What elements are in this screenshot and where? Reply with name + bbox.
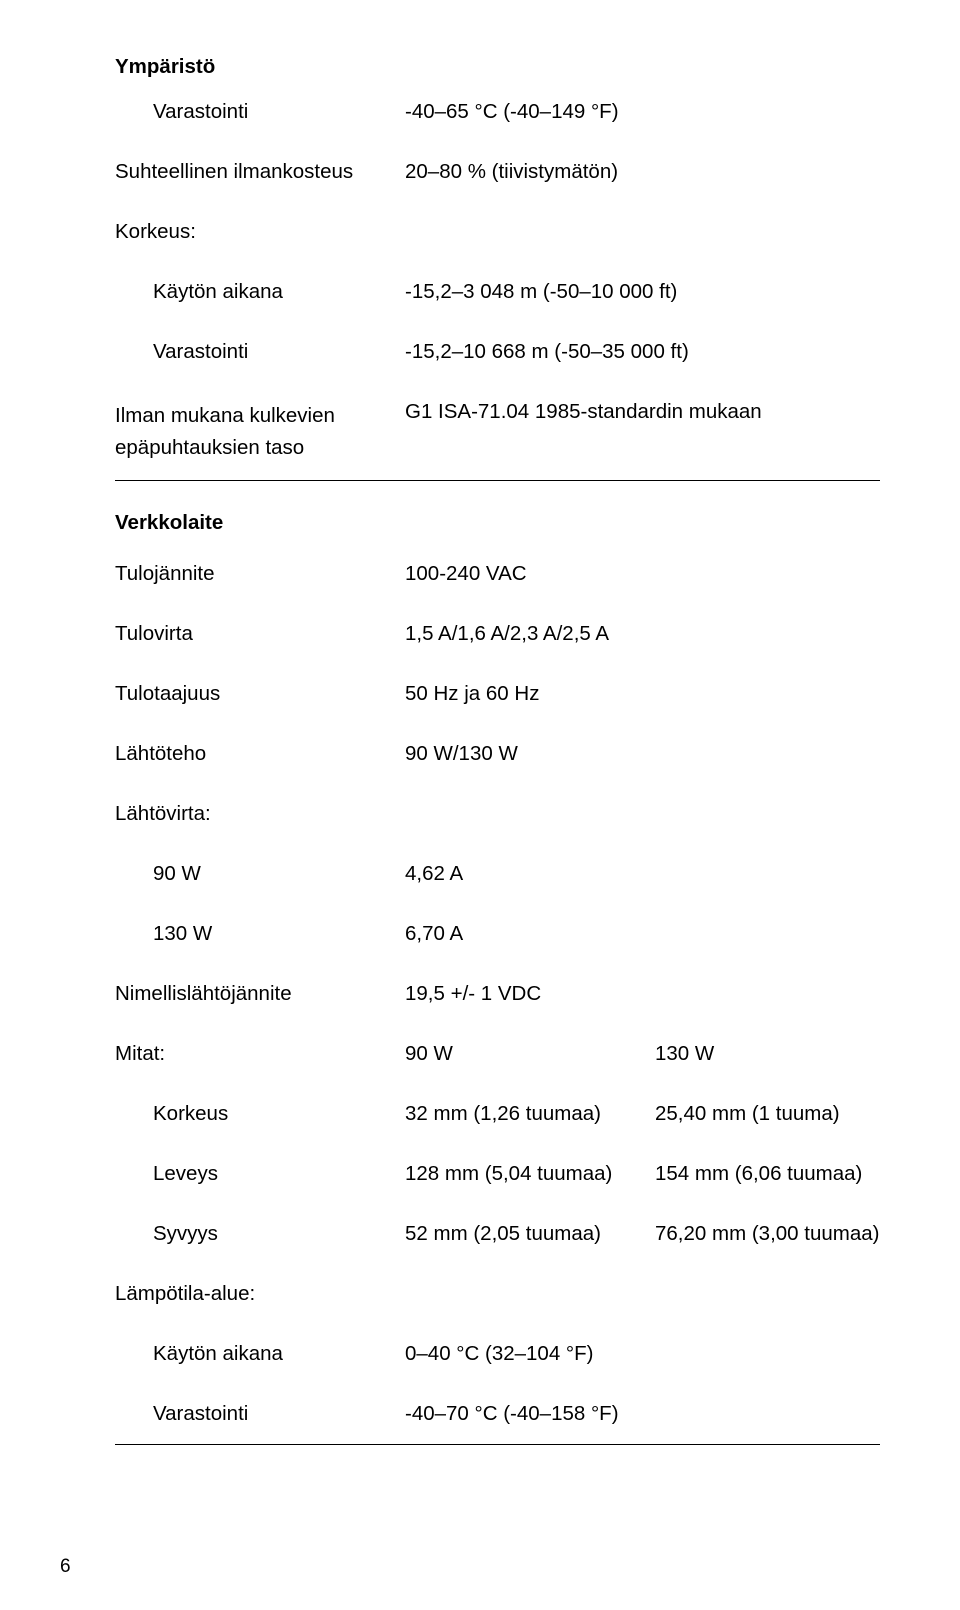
psu-dims-header: Mitat: xyxy=(115,1042,405,1066)
psu-inputf-label: Tulotaajuus xyxy=(115,682,405,706)
psu-height-label: Korkeus xyxy=(115,1102,405,1126)
psu-height-v1: 32 mm (1,26 tuumaa) xyxy=(405,1102,655,1126)
env-altitude-op-value: -15,2–3 048 m (-50–10 000 ft) xyxy=(405,280,880,304)
psu-width-v1: 128 mm (5,04 tuumaa) xyxy=(405,1162,655,1186)
psu-out90-label: 90 W xyxy=(115,862,405,886)
env-storage-label: Varastointi xyxy=(115,100,405,124)
env-altitude-op-label: Käytön aikana xyxy=(115,280,405,304)
section-divider-2 xyxy=(115,1444,880,1445)
psu-header: Verkkolaite xyxy=(115,511,880,538)
psu-out130-value: 6,70 A xyxy=(405,922,880,946)
psu-outc-header: Lähtövirta: xyxy=(115,802,405,826)
psu-out90-value: 4,62 A xyxy=(405,862,880,886)
psu-dims-col2: 130 W xyxy=(655,1042,880,1066)
psu-height-v2: 25,40 mm (1 tuuma) xyxy=(655,1102,880,1126)
psu-outw-value: 90 W/130 W xyxy=(405,742,880,766)
psu-dims-col1: 90 W xyxy=(405,1042,655,1066)
env-storage-value: -40–65 °C (-40–149 °F) xyxy=(405,100,880,124)
psu-depth-v2: 76,20 mm (3,00 tuumaa) xyxy=(655,1222,880,1246)
psu-nominal-value: 19,5 +/- 1 VDC xyxy=(405,982,880,1006)
env-contaminant-label: Ilman mukana kulkevien epäpuhtauksien ta… xyxy=(115,400,405,464)
env-contaminant-value: G1 ISA-71.04 1985-standardin mukaan xyxy=(405,400,880,424)
psu-width-label: Leveys xyxy=(115,1162,405,1186)
psu-out130-label: 130 W xyxy=(115,922,405,946)
env-altitude-st-value: -15,2–10 668 m (-50–35 000 ft) xyxy=(405,340,880,364)
psu-inputc-value: 1,5 A/1,6 A/2,3 A/2,5 A xyxy=(405,622,880,646)
env-altitude-st-label: Varastointi xyxy=(115,340,405,364)
psu-depth-label: Syvyys xyxy=(115,1222,405,1246)
env-header: Ympäristö xyxy=(115,55,880,82)
psu-inputc-label: Tulovirta xyxy=(115,622,405,646)
psu-temp-st-value: -40–70 °C (-40–158 °F) xyxy=(405,1402,880,1426)
psu-width-v2: 154 mm (6,06 tuumaa) xyxy=(655,1162,880,1186)
psu-outw-label: Lähtöteho xyxy=(115,742,405,766)
psu-temp-st-label: Varastointi xyxy=(115,1402,405,1426)
env-altitude-header: Korkeus: xyxy=(115,220,405,244)
psu-temp-op-value: 0–40 °C (32–104 °F) xyxy=(405,1342,880,1366)
psu-temp-header: Lämpötila-alue: xyxy=(115,1282,405,1306)
psu-temp-op-label: Käytön aikana xyxy=(115,1342,405,1366)
psu-nominal-label: Nimellislähtöjännite xyxy=(115,982,405,1006)
psu-depth-v1: 52 mm (2,05 tuumaa) xyxy=(405,1222,655,1246)
psu-inputv-value: 100-240 VAC xyxy=(405,562,880,586)
env-humidity-label: Suhteellinen ilmankosteus xyxy=(115,160,405,184)
page-number: 6 xyxy=(60,1556,71,1578)
env-humidity-value: 20–80 % (tiivistymätön) xyxy=(405,160,880,184)
psu-inputf-value: 50 Hz ja 60 Hz xyxy=(405,682,880,706)
psu-inputv-label: Tulojännite xyxy=(115,562,405,586)
